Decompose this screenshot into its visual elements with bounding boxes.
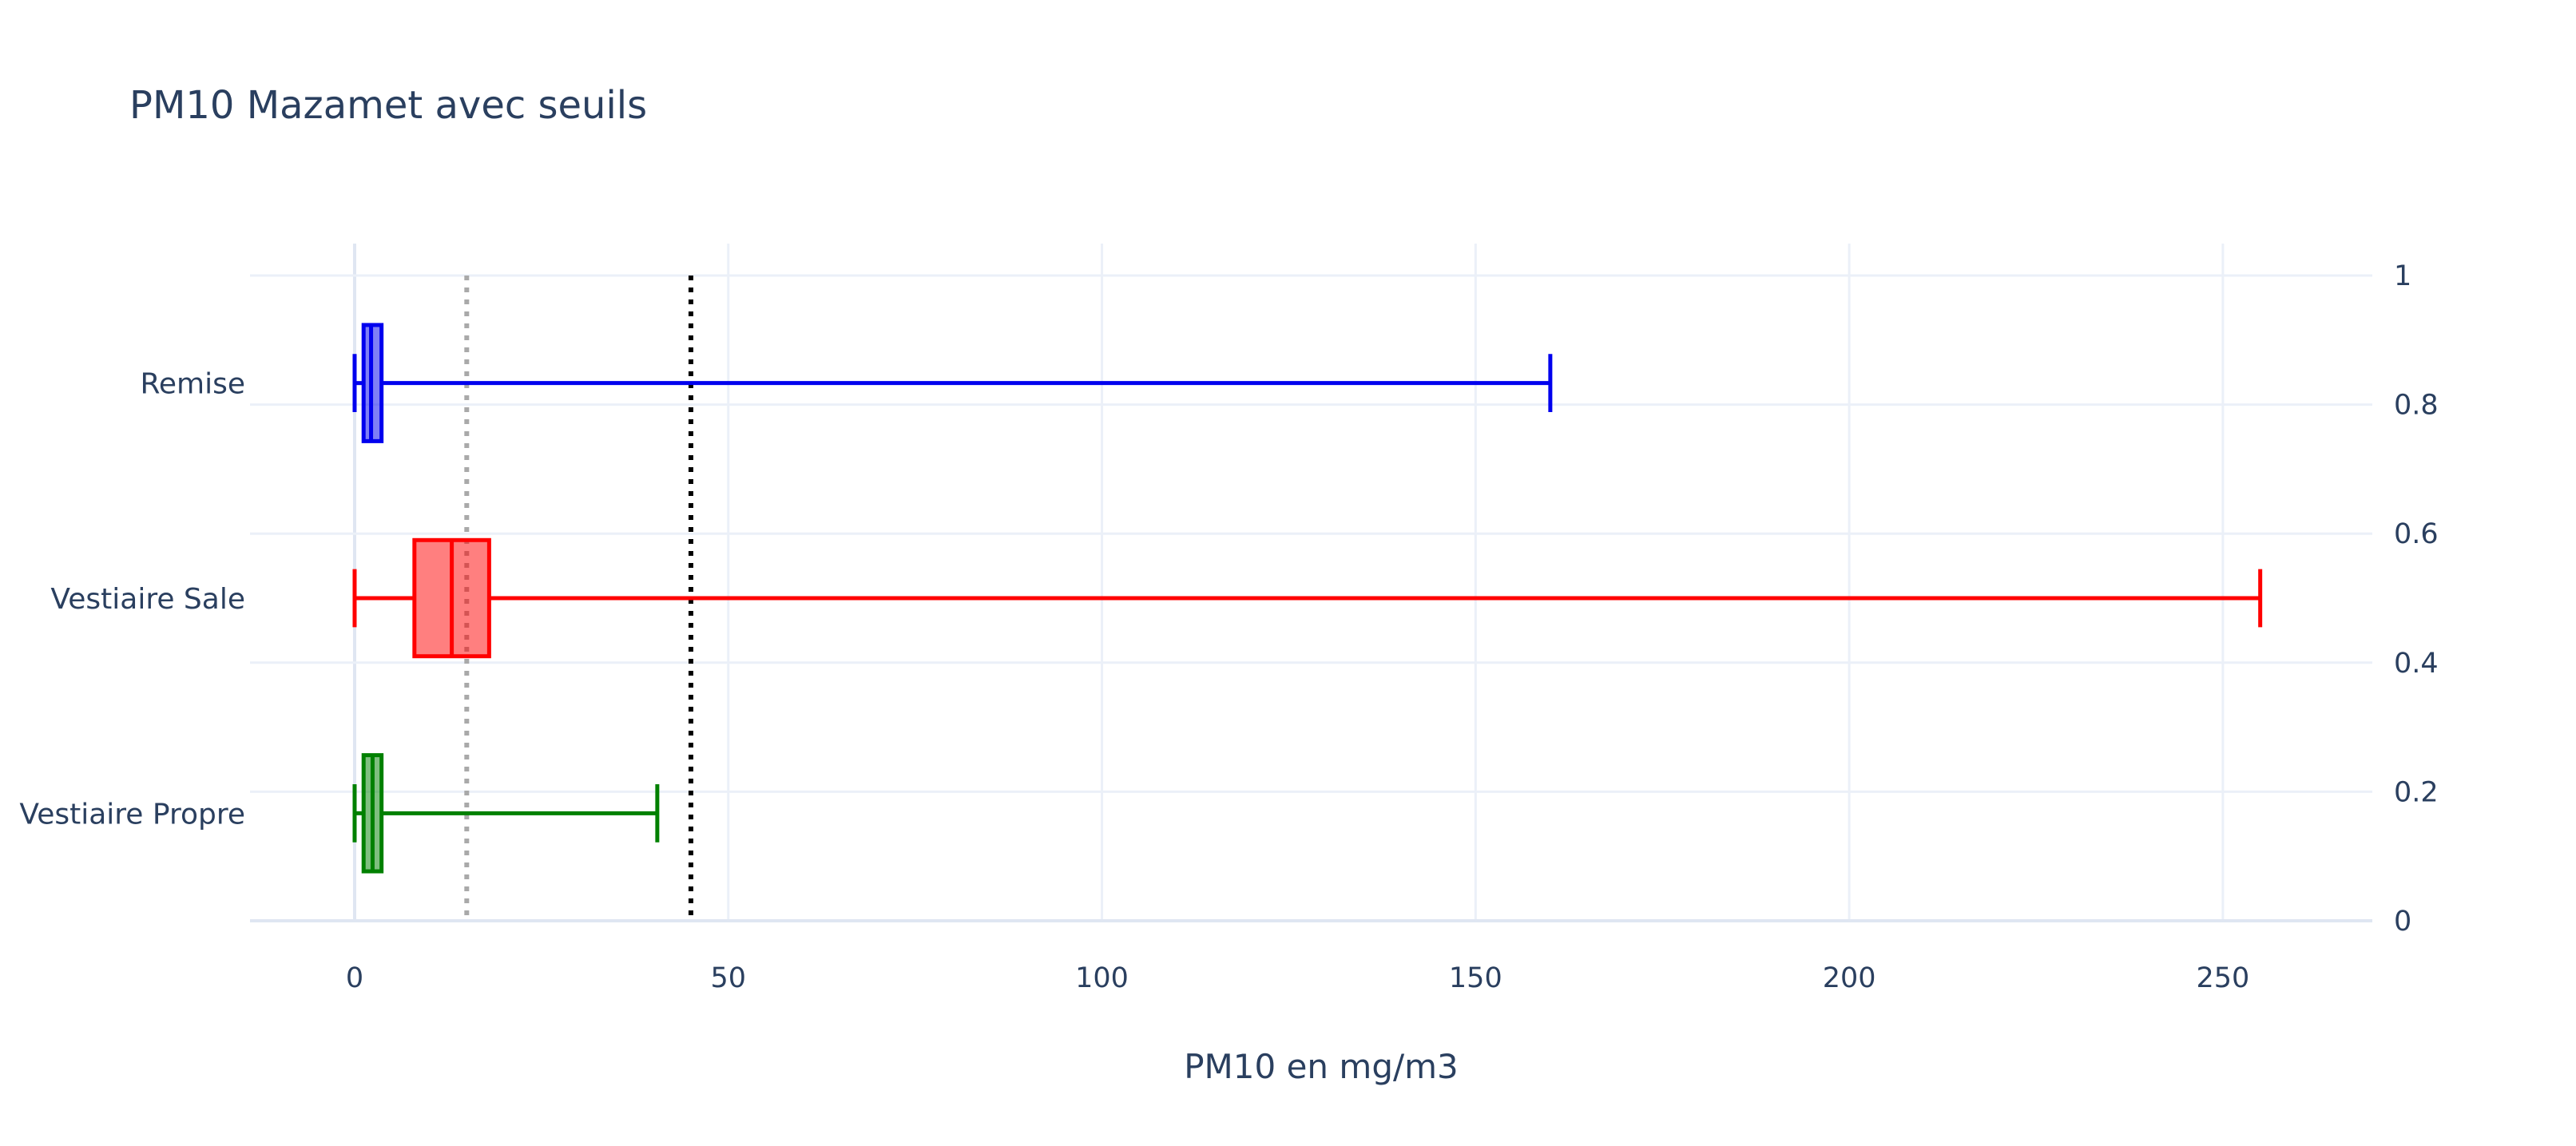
y2-tick-label: 0.4	[2394, 648, 2439, 680]
x-tick-label: 250	[2196, 962, 2249, 994]
box-trace	[352, 323, 1553, 443]
y2-axis-ticks: 0 0.2 0.4 0.6 0.8 1	[2394, 260, 2439, 938]
x-axis-ticks: 0 50 100 150 200 250	[346, 962, 2249, 994]
y2-tick-label: 0.6	[2394, 518, 2439, 550]
x-tick-label: 100	[1075, 962, 1129, 994]
x-axis-title: PM10 en mg/m3	[1184, 1047, 1459, 1086]
box-trace	[352, 537, 2263, 659]
chart-title: PM10 Mazamet avec seuils	[129, 83, 647, 128]
y2-tick-label: 0.2	[2394, 776, 2439, 808]
x-tick-label: 150	[1449, 962, 1502, 994]
category-label: Remise	[140, 368, 245, 401]
box-layer	[352, 323, 2263, 874]
grid-layer	[250, 244, 2372, 922]
x-tick-label: 50	[710, 962, 746, 994]
box-trace	[352, 753, 660, 874]
category-label: Vestiaire Sale	[50, 583, 245, 616]
x-tick-label: 200	[1823, 962, 1876, 994]
y2-tick-label: 0.8	[2394, 390, 2439, 422]
y2-tick-label: 1	[2394, 260, 2411, 292]
x-tick-label: 0	[346, 962, 363, 994]
y2-tick-label: 0	[2394, 906, 2411, 938]
category-label: Vestiaire Propre	[19, 798, 245, 831]
category-labels: Remise Vestiaire Sale Vestiaire Propre	[19, 368, 245, 831]
